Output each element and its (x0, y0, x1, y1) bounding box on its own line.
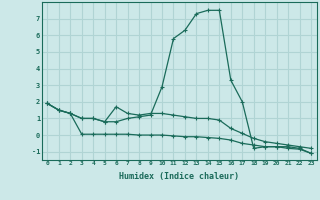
X-axis label: Humidex (Indice chaleur): Humidex (Indice chaleur) (119, 172, 239, 181)
